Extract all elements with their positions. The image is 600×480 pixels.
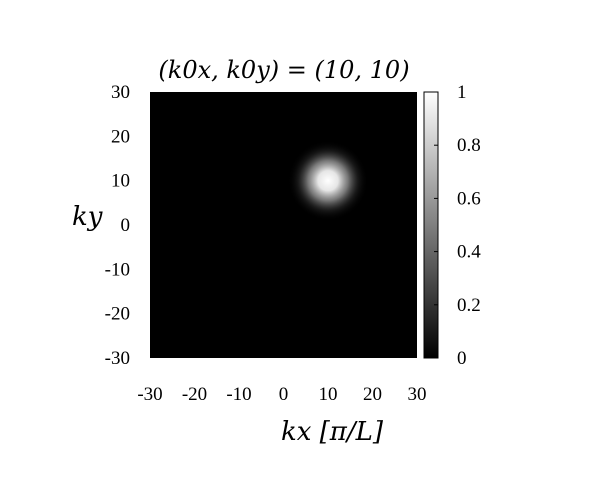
colorbar-gradient bbox=[423, 91, 439, 359]
y-tick-label: -10 bbox=[105, 259, 130, 280]
x-tick-label: -10 bbox=[226, 384, 251, 405]
plot-area bbox=[150, 92, 417, 358]
chart-title: (k0x, k0y) = (10, 10) bbox=[158, 56, 409, 84]
y-tick-label: 10 bbox=[111, 171, 130, 192]
colorbar-tick-label: 0.8 bbox=[457, 135, 481, 156]
colorbar-tick-label: 0.6 bbox=[457, 188, 481, 209]
y-tick-label: -20 bbox=[105, 304, 130, 325]
y-tick-labels: 30 20 10 0 -10 -20 -30 bbox=[105, 82, 130, 369]
colorbar: 1 0.8 0.6 0.4 0.2 0 bbox=[423, 82, 481, 369]
colorbar-tick-label: 0 bbox=[457, 348, 467, 369]
y-tick-label: 30 bbox=[111, 82, 130, 103]
gaussian-peak bbox=[150, 92, 417, 358]
colorbar-tick-label: 0.2 bbox=[457, 295, 481, 316]
colorbar-tick-label: 0.4 bbox=[457, 242, 481, 263]
x-axis-label: kx [π/L] bbox=[281, 417, 384, 447]
x-tick-label: -20 bbox=[182, 384, 207, 405]
colorbar-ticks: 1 0.8 0.6 0.4 0.2 0 bbox=[434, 82, 481, 369]
x-tick-label: 0 bbox=[279, 384, 289, 405]
x-tick-label: 20 bbox=[363, 384, 382, 405]
x-tick-labels: -30 -20 -10 0 10 20 30 bbox=[137, 384, 426, 405]
y-axis-label: ky bbox=[72, 202, 103, 232]
x-tick-label: 10 bbox=[319, 384, 338, 405]
y-tick-label: -30 bbox=[105, 348, 130, 369]
colorbar-tick-label: 1 bbox=[457, 82, 467, 103]
y-tick-label: 0 bbox=[121, 215, 131, 236]
x-tick-label: 30 bbox=[408, 384, 427, 405]
y-tick-label: 20 bbox=[111, 126, 130, 147]
x-tick-label: -30 bbox=[137, 384, 162, 405]
